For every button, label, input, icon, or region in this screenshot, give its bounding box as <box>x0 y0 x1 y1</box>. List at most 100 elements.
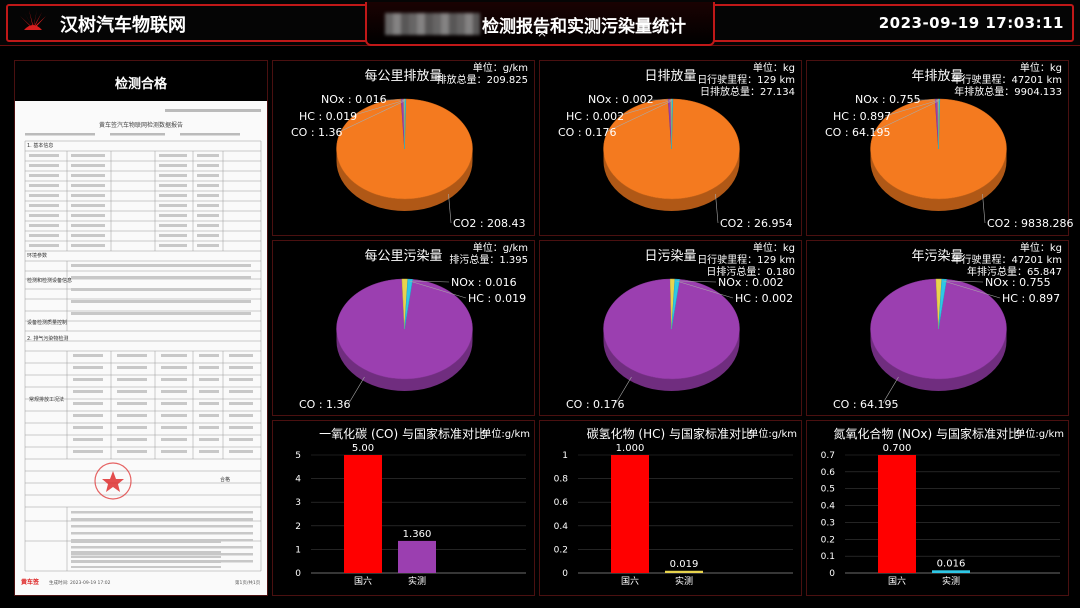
bar-standard[interactable] <box>611 455 649 573</box>
bar-chart: 0 0.2 0.4 0.6 0.8 1 1.000 国六 0.019 实测 <box>554 443 793 587</box>
pie-slice-nox[interactable] <box>938 278 947 330</box>
doc-section-5: 2. 排气污染物检测 <box>27 335 68 342</box>
pie-slice-nox[interactable] <box>671 278 680 330</box>
bar-measured[interactable] <box>665 570 703 573</box>
bar-chart: 0 1 2 3 4 5 5.00 国六 1.360 实测 <box>295 443 526 587</box>
pie-leader-line <box>676 280 734 299</box>
y-tick-label: 0.7 <box>821 451 835 461</box>
pie-label-hc: HC : 0.019 <box>468 292 527 305</box>
pie-leader-line <box>679 280 717 283</box>
pie-meta-line: 排放总量：209.825 <box>436 75 528 86</box>
y-tick-label: 0.2 <box>821 535 835 545</box>
panel-daily-emission: 日排放量 单位：kg 日行驶里程：129 km 日排放总量：27.134 NOx : 0… <box>539 60 802 236</box>
y-tick-label: 5 <box>295 451 301 461</box>
bar-chart-unit: 单位:g/km <box>1015 429 1064 440</box>
x-category-label: 国六 <box>888 575 906 587</box>
y-tick-label: 0 <box>295 569 301 579</box>
pie-slice-nox[interactable] <box>938 98 941 150</box>
report-status-title: 检测合格 <box>114 77 167 92</box>
pie-meta-line: 日排污总量：0.180 <box>706 267 795 278</box>
pie-slice-nox[interactable] <box>671 98 674 150</box>
bar-measured[interactable] <box>398 540 436 573</box>
pie-slice-side-co2 <box>603 149 740 211</box>
brand-name: 汉树汽车物联网 <box>60 15 186 36</box>
y-tick-label: 0.5 <box>821 485 835 495</box>
pie-meta-line: 单位：kg <box>752 63 795 74</box>
y-tick-label: 1 <box>562 451 568 461</box>
pie-meta: 单位：g/km 排污总量：1.395 <box>449 243 528 267</box>
pie-slice-nox[interactable] <box>404 278 413 330</box>
panel-hc-comparison: 碳氢化物 (HC) 与国家标准对比 单位:g/km 0 0.2 0.4 0.6 0.8 1 1.… <box>539 420 802 596</box>
pie-title: 每公里排放量 <box>364 69 443 84</box>
panel-daily-pollution: 日污染量 单位：kg 日行驶里程：129 km 日排污总量：0.180 NOx : 0.… <box>539 240 802 416</box>
y-tick-label: 4 <box>295 475 301 485</box>
x-category-label: 国六 <box>621 575 639 587</box>
report-panel: 检测合格 黄车签汽车物联网检测数据报告 1. 基本信息 环境参数 检测和检测设备… <box>14 60 268 596</box>
pie-meta-line: 年排放总量：9904.133 <box>954 87 1062 98</box>
pie-leader-line <box>448 193 452 224</box>
pie-title: 年排放量 <box>911 69 964 84</box>
pie-label-nox: NOx : 0.016 <box>451 276 517 289</box>
pie-label-co: CO : 1.36 <box>299 398 351 411</box>
pie-slice-side-co <box>336 329 473 391</box>
pie-leader-line <box>412 280 450 283</box>
panel-yearly-pollution: 年污染量 单位：kg 年行驶里程：47201 km 年排污总量：65.847 NOx :… <box>806 240 1069 416</box>
pie-title: 日排放量 <box>644 69 697 84</box>
pie-label-hc: HC : 0.897 <box>833 110 892 123</box>
y-tick-label: 0.4 <box>821 502 836 512</box>
doc-section-2: 环境参数 <box>27 252 47 259</box>
bar-chart-title: 一氧化碳 (CO) 与国家标准对比 <box>319 427 486 441</box>
bar-value-label: 1.360 <box>403 529 432 540</box>
bar-standard[interactable] <box>878 455 916 573</box>
pie-label-co2: CO2 : 26.954 <box>720 217 793 230</box>
close-icon[interactable]: × <box>536 26 548 40</box>
page-title: 检测报告和实测污染量统计 <box>482 17 686 37</box>
bar-measured[interactable] <box>932 570 970 573</box>
x-category-label: 国六 <box>354 575 372 587</box>
report-document-image: 黄车签汽车物联网检测数据报告 1. 基本信息 环境参数 检测和检测设备信息 设备… <box>15 101 267 595</box>
y-tick-label: 0.6 <box>821 468 836 478</box>
pie-meta: 单位：g/km 排放总量：209.825 <box>437 63 528 87</box>
doc-section-3: 检测和检测设备信息 <box>27 277 72 284</box>
bar-value-label: 5.00 <box>352 443 374 454</box>
pie-label-co: CO : 0.176 <box>566 398 625 411</box>
pie-label-hc: HC : 0.019 <box>299 110 358 123</box>
pie-title: 每公里污染量 <box>364 249 443 264</box>
report-document[interactable]: 黄车签汽车物联网检测数据报告 1. 基本信息 环境参数 检测和检测设备信息 设备… <box>15 101 267 595</box>
bar-value-label: 1.000 <box>616 443 645 454</box>
pie-meta-line: 排污总量：1.395 <box>449 255 528 266</box>
pie-label-hc: HC : 0.002 <box>566 110 625 123</box>
bar-standard[interactable] <box>344 455 382 573</box>
pie-slice-side-co <box>603 329 740 391</box>
doc-section-4: 设备检测质量控制 <box>27 319 67 326</box>
pie-meta-line: 单位：kg <box>1019 63 1062 74</box>
x-category-label: 实测 <box>942 575 960 587</box>
doc-footer-time: 生成时间: 2023-09-19 17:02 <box>49 579 111 586</box>
y-tick-label: 3 <box>295 498 301 508</box>
pie-slice-nox[interactable] <box>404 98 407 150</box>
pie-label-co2: CO2 : 208.43 <box>453 217 526 230</box>
panel-per-km-emission: 每公里排放量 单位：g/km 排放总量：209.825 NOx : 0.016 HC :… <box>272 60 535 236</box>
pie-leader-line <box>715 193 719 224</box>
pie-slice-co[interactable] <box>336 278 473 380</box>
y-tick-label: 0.8 <box>554 475 569 485</box>
pie-chart <box>603 278 740 404</box>
pie-label-co: CO : 0.176 <box>558 126 617 139</box>
bar-chart-unit: 单位:g/km <box>748 429 797 440</box>
pie-meta-line: 日行驶里程：129 km <box>697 255 795 266</box>
y-tick-label: 0.2 <box>554 545 568 555</box>
pie-meta: 单位：kg 年行驶里程：47201 km 年排放总量：9904.133 <box>951 63 1062 99</box>
pie-leader-line <box>338 100 405 133</box>
y-tick-label: 0.3 <box>821 518 835 528</box>
pie-slice-side-co <box>870 329 1007 391</box>
seal-stamp <box>94 462 132 500</box>
pie-slice-co[interactable] <box>870 278 1007 380</box>
pie-leader-line <box>946 280 984 283</box>
pie-meta-line: 单位：kg <box>1019 243 1062 254</box>
y-tick-label: 2 <box>295 522 301 532</box>
pie-slice-side-co2 <box>336 149 473 211</box>
pie-meta-line: 年排污总量：65.847 <box>967 267 1062 278</box>
bar-value-label: 0.700 <box>883 443 912 454</box>
pie-leader-line <box>943 280 1001 299</box>
y-tick-label: 0.6 <box>554 498 569 508</box>
